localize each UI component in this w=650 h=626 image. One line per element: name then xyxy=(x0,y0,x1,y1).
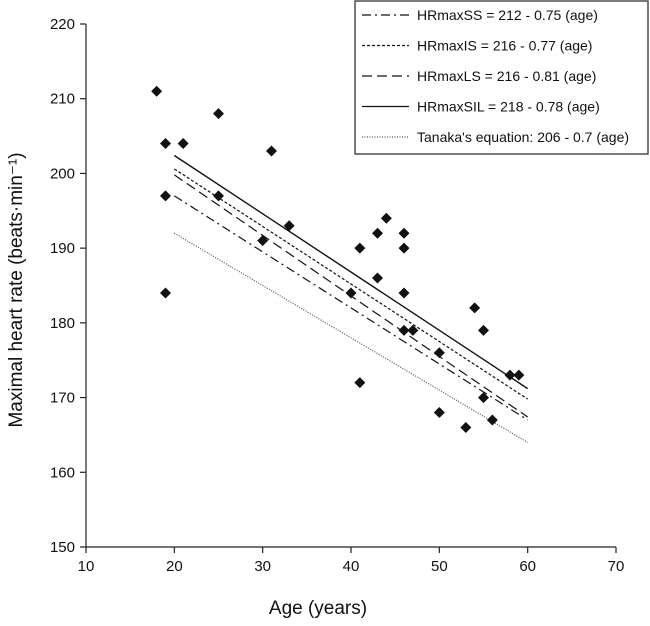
axes: 10 20 30 40 50 60 70 150 160 170 180 190 200 210 220 xyxy=(50,16,624,575)
data-point xyxy=(398,324,410,336)
legend-label-4: Tanaka's equation: 206 - 0.7 (age) xyxy=(417,129,629,145)
x-tick-label: 10 xyxy=(78,558,95,575)
y-tick-label: 170 xyxy=(50,390,75,407)
y-tick-label: 200 xyxy=(50,165,75,182)
legend-label-1: HRmaxIS = 216 - 0.77 (age) xyxy=(417,38,592,54)
y-tick-label: 210 xyxy=(50,91,75,108)
data-point xyxy=(213,108,224,120)
data-point xyxy=(398,287,410,299)
data-point xyxy=(257,235,269,247)
legend-label-0: HRmaxSS = 212 - 0.75 (age) xyxy=(417,7,598,23)
data-point xyxy=(266,145,277,157)
regression-line-1 xyxy=(174,168,528,400)
y-tick-label: 180 xyxy=(50,315,75,332)
data-point xyxy=(478,392,489,404)
data-point xyxy=(372,272,383,284)
x-tick-label: 40 xyxy=(343,558,360,575)
data-point xyxy=(160,190,171,202)
data-point xyxy=(478,324,489,336)
data-point xyxy=(407,324,419,336)
legend-box xyxy=(354,0,649,155)
x-tick-label: 30 xyxy=(254,558,271,575)
legend-label-3: HRmaxSIL = 218 - 0.78 (age) xyxy=(417,99,600,115)
data-point xyxy=(460,421,472,433)
data-point xyxy=(151,85,163,97)
y-tick-label: 150 xyxy=(50,539,75,556)
data-point xyxy=(398,227,410,239)
data-point xyxy=(160,138,171,150)
y-axis-label: Maximal heart rate (beats·min⁻¹) xyxy=(6,152,27,427)
data-point xyxy=(380,212,392,224)
data-point xyxy=(398,242,410,254)
data-point xyxy=(213,190,224,202)
y-tick-label: 220 xyxy=(50,16,75,33)
data-point xyxy=(433,347,445,359)
data-points xyxy=(151,85,525,433)
x-tick-label: 50 xyxy=(431,558,448,575)
data-point xyxy=(345,287,357,299)
data-point xyxy=(283,220,295,232)
y-tick-label: 190 xyxy=(50,240,75,257)
data-point xyxy=(354,377,366,389)
legend-label-2: HRmaxLS = 216 - 0.81 (age) xyxy=(417,68,596,84)
data-point xyxy=(504,369,516,381)
data-point xyxy=(354,242,366,254)
data-point xyxy=(177,138,189,150)
x-tick-label: 60 xyxy=(519,558,536,575)
data-point xyxy=(469,302,481,314)
regression-line-0 xyxy=(174,195,528,421)
data-point xyxy=(433,407,445,419)
y-tick-label: 160 xyxy=(50,464,75,481)
regression-lines xyxy=(173,154,529,443)
data-point xyxy=(513,369,525,381)
regression-line-4 xyxy=(174,232,528,443)
data-point xyxy=(160,287,171,299)
x-axis-label: Age (years) xyxy=(269,598,367,619)
data-point xyxy=(486,414,498,426)
legend: HRmaxSS = 212 - 0.75 (age) HRmaxIS = 216 … xyxy=(354,0,649,155)
data-point xyxy=(372,227,383,239)
regression-line-3 xyxy=(173,154,529,390)
x-tick-label: 70 xyxy=(608,558,625,575)
x-tick-label: 20 xyxy=(166,558,183,575)
